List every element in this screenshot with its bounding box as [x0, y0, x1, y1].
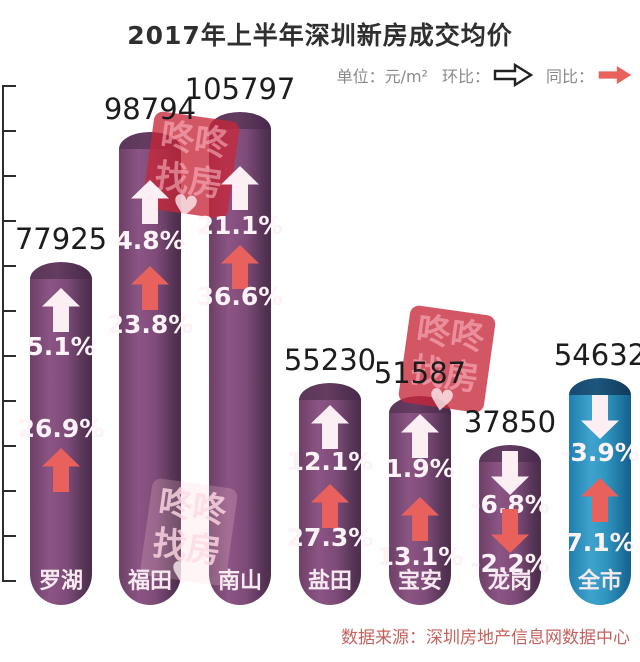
unit-label: 单位：元/m²	[336, 67, 428, 86]
bar-value: 37850	[463, 405, 557, 439]
cylinder-body	[30, 279, 92, 605]
tongbi-percent: 27.3%	[286, 523, 374, 552]
bar-baoan: 51587 1.9% 13.1% 宝安	[374, 356, 466, 605]
page-title: 2017年上半年深圳新房成交均价	[127, 21, 513, 50]
huanbi-outline-arrow-icon	[493, 62, 534, 88]
data-source-text: 数据来源：深圳房地产信息网数据中心	[341, 628, 630, 648]
tongbi-red-arrow-icon	[598, 65, 632, 85]
chart-legend: 单位：元/m² 环比： 同比：	[337, 62, 634, 88]
bar-value: 51587	[373, 356, 467, 390]
bar-value: 54632	[553, 338, 640, 372]
tongbi-percent: 36.6%	[196, 282, 284, 311]
bar-label: 全市	[577, 569, 622, 594]
huanbi-legend-label: 环比：	[441, 67, 490, 86]
tongbi-percent: 23.8%	[106, 310, 194, 339]
bar-longgang: 37850 -6.8% -2.2% 龙岗	[464, 405, 556, 605]
bar-luohu: 77925 5.1% 26.9% 罗湖	[15, 222, 107, 605]
huanbi-percent: 12.1%	[286, 447, 374, 476]
tongbi-percent: -2.2%	[470, 549, 550, 578]
cylinder-body	[119, 149, 181, 605]
tongbi-percent: 26.9%	[17, 414, 105, 443]
bar-value: 77925	[14, 222, 108, 256]
bar-label: 龙岗	[487, 569, 532, 594]
tongbi-legend-label: 同比：	[545, 67, 594, 86]
bar-label: 福田	[127, 569, 172, 594]
huanbi-percent: -3.9%	[560, 438, 640, 467]
y-axis	[2, 85, 16, 582]
huanbi-percent: 4.8%	[115, 226, 185, 255]
bar-label: 宝安	[397, 569, 442, 594]
bar-value: 98794	[103, 92, 197, 126]
bar-label: 盐田	[307, 569, 352, 594]
bar-label: 南山	[217, 569, 262, 594]
huanbi-percent: 1.9%	[385, 454, 455, 483]
huanbi-percent: 21.1%	[196, 211, 284, 240]
bar-value: 105797	[184, 72, 296, 106]
bar-futian: 98794 4.8% 23.8% 福田	[104, 92, 196, 605]
bar-value: 55230	[283, 343, 377, 377]
huanbi-percent: 5.1%	[26, 332, 96, 361]
bar-yantian: 55230 12.1% 27.3% 盐田	[284, 343, 376, 605]
bar-quanshi: 54632 -3.9% 7.1% 全市	[554, 338, 640, 605]
tongbi-percent: 13.1%	[376, 542, 464, 571]
bar-label: 罗湖	[38, 569, 83, 594]
tongbi-percent: 7.1%	[565, 528, 635, 557]
